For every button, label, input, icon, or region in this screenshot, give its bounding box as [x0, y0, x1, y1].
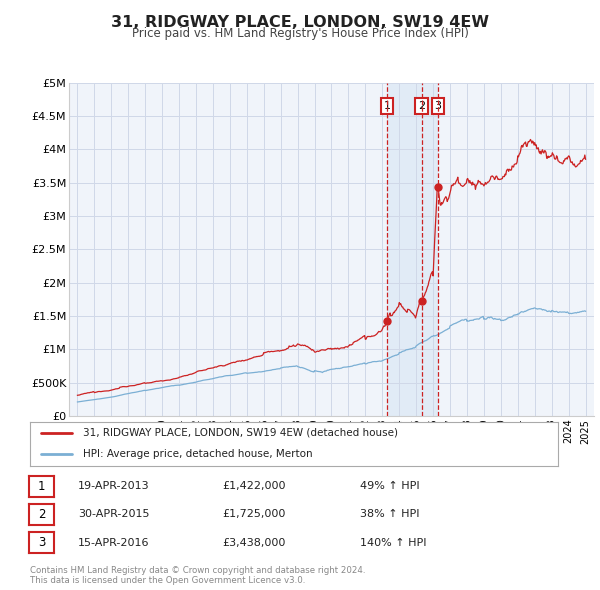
- Text: 2: 2: [418, 101, 425, 111]
- Text: HPI: Average price, detached house, Merton: HPI: Average price, detached house, Mert…: [83, 449, 313, 458]
- Text: 1: 1: [384, 101, 391, 111]
- Bar: [387, 83, 438, 416]
- Text: 30-APR-2015: 30-APR-2015: [78, 510, 149, 519]
- Text: Price paid vs. HM Land Registry's House Price Index (HPI): Price paid vs. HM Land Registry's House …: [131, 27, 469, 40]
- Text: 38% ↑ HPI: 38% ↑ HPI: [360, 510, 419, 519]
- Text: 15-APR-2016: 15-APR-2016: [78, 538, 149, 548]
- Text: £1,422,000: £1,422,000: [222, 481, 286, 491]
- Text: 3: 3: [38, 536, 45, 549]
- Text: £1,725,000: £1,725,000: [222, 510, 286, 519]
- Text: 2: 2: [38, 508, 45, 521]
- Text: 31, RIDGWAY PLACE, LONDON, SW19 4EW (detached house): 31, RIDGWAY PLACE, LONDON, SW19 4EW (det…: [83, 428, 398, 438]
- Text: 49% ↑ HPI: 49% ↑ HPI: [360, 481, 419, 491]
- Text: 1: 1: [38, 480, 45, 493]
- Text: 140% ↑ HPI: 140% ↑ HPI: [360, 538, 427, 548]
- Text: 3: 3: [434, 101, 442, 111]
- Text: 31, RIDGWAY PLACE, LONDON, SW19 4EW: 31, RIDGWAY PLACE, LONDON, SW19 4EW: [111, 15, 489, 30]
- Text: 19-APR-2013: 19-APR-2013: [78, 481, 149, 491]
- Text: £3,438,000: £3,438,000: [222, 538, 286, 548]
- Text: Contains HM Land Registry data © Crown copyright and database right 2024.
This d: Contains HM Land Registry data © Crown c…: [30, 566, 365, 585]
